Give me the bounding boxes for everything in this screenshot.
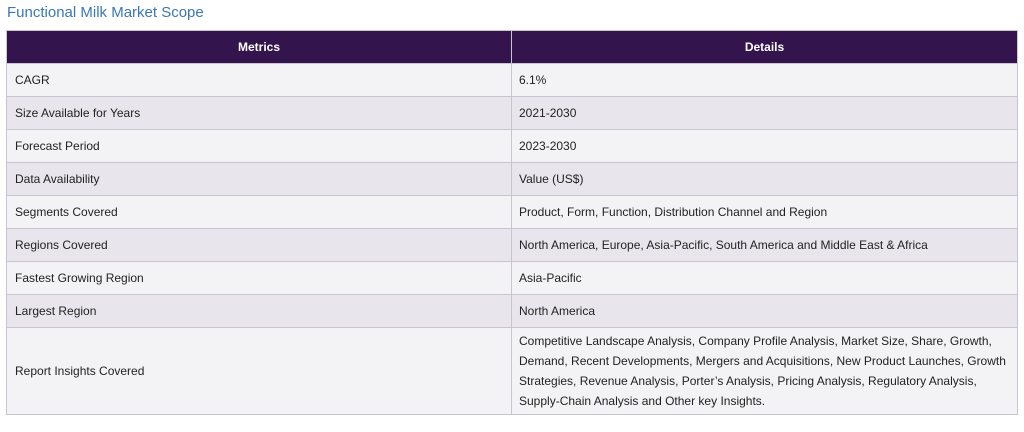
detail-cell: North America bbox=[511, 294, 1018, 328]
table-header-row: Metrics Details bbox=[6, 30, 1018, 64]
metric-cell: Fastest Growing Region bbox=[6, 261, 512, 295]
metric-cell: Forecast Period bbox=[6, 129, 512, 163]
metric-cell: Report Insights Covered bbox=[6, 327, 512, 415]
table-row: Size Available for Years 2021-2030 bbox=[6, 96, 1018, 130]
detail-cell: 6.1% bbox=[511, 63, 1018, 97]
detail-cell: Value (US$) bbox=[511, 162, 1018, 196]
table-row: Forecast Period 2023-2030 bbox=[6, 129, 1018, 163]
detail-cell: Product, Form, Function, Distribution Ch… bbox=[511, 195, 1018, 229]
page-title: Functional Milk Market Scope bbox=[7, 4, 204, 21]
header-metrics: Metrics bbox=[6, 30, 512, 64]
metric-cell: Regions Covered bbox=[6, 228, 512, 262]
detail-cell: 2021-2030 bbox=[511, 96, 1018, 130]
metric-cell: Data Availability bbox=[6, 162, 512, 196]
market-scope-table: Metrics Details CAGR 6.1% Size Available… bbox=[6, 30, 1018, 415]
table-row: Data Availability Value (US$) bbox=[6, 162, 1018, 196]
table-row: Regions Covered North America, Europe, A… bbox=[6, 228, 1018, 262]
header-details: Details bbox=[511, 30, 1018, 64]
table-row: Segments Covered Product, Form, Function… bbox=[6, 195, 1018, 229]
metric-cell: Segments Covered bbox=[6, 195, 512, 229]
table-row: CAGR 6.1% bbox=[6, 63, 1018, 97]
table-row: Largest Region North America bbox=[6, 294, 1018, 328]
metric-cell: Size Available for Years bbox=[6, 96, 512, 130]
metric-cell: CAGR bbox=[6, 63, 512, 97]
detail-cell: North America, Europe, Asia-Pacific, Sou… bbox=[511, 228, 1018, 262]
table-row: Fastest Growing Region Asia-Pacific bbox=[6, 261, 1018, 295]
detail-cell: Asia-Pacific bbox=[511, 261, 1018, 295]
detail-cell: Competitive Landscape Analysis, Company … bbox=[511, 327, 1018, 415]
metric-cell: Largest Region bbox=[6, 294, 512, 328]
table-row: Report Insights Covered Competitive Land… bbox=[6, 327, 1018, 415]
detail-cell: 2023-2030 bbox=[511, 129, 1018, 163]
